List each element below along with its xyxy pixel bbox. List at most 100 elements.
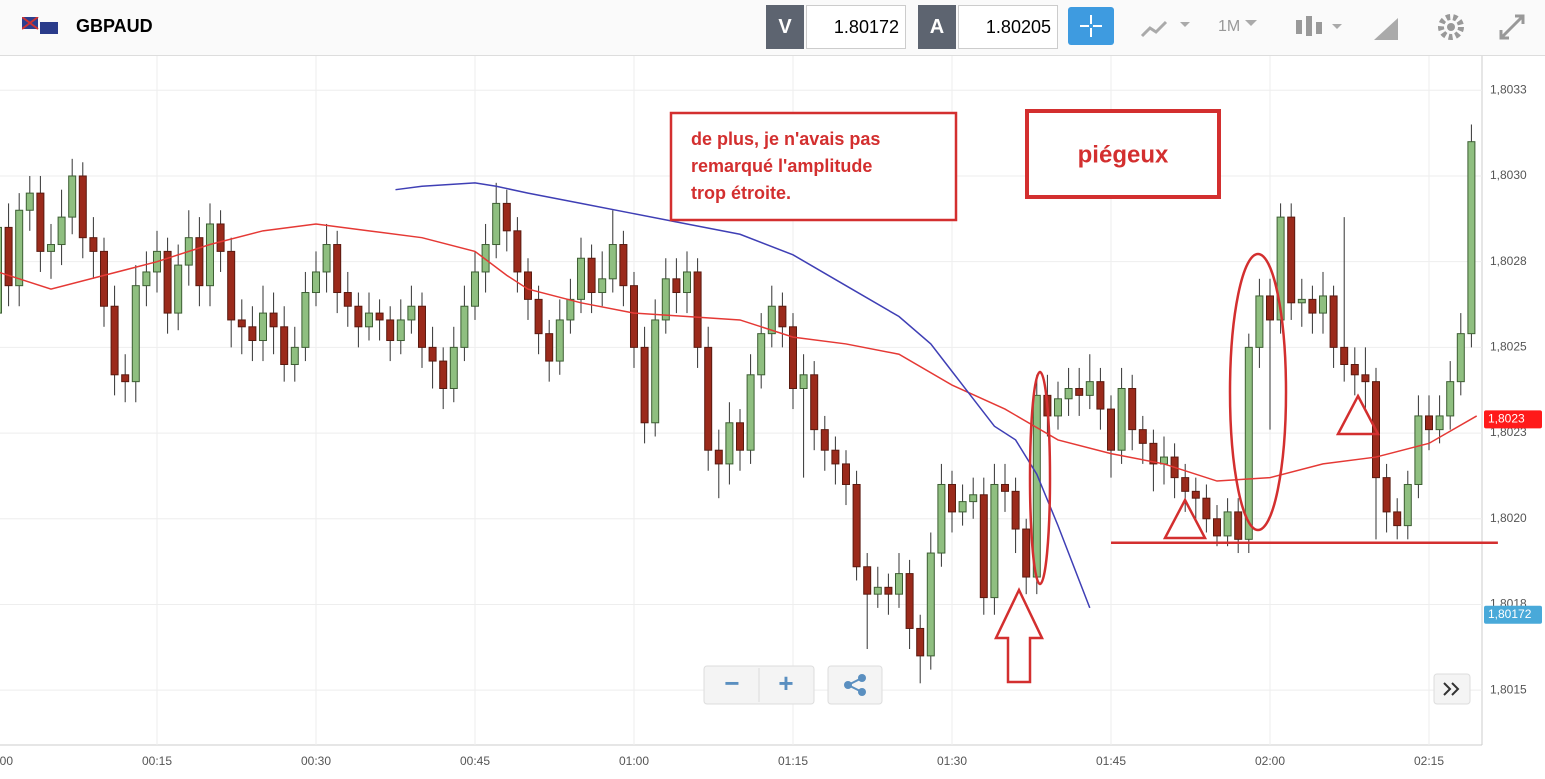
ask-box[interactable]: 1.80205	[958, 5, 1058, 49]
crosshair-button[interactable]	[1068, 7, 1114, 45]
zoom-out-button[interactable]: −	[724, 668, 739, 698]
zoom-in-button[interactable]: +	[778, 668, 793, 698]
share-icon	[858, 688, 866, 696]
candle-body	[682, 271, 691, 294]
tag-box	[1025, 109, 1221, 199]
candle-body	[937, 483, 946, 554]
candle-body	[619, 244, 628, 287]
symbol: GBPAUD	[76, 16, 153, 36]
candle-body	[290, 346, 299, 366]
candle-body	[1106, 408, 1115, 451]
candle-body	[205, 223, 214, 287]
candle-body	[916, 627, 925, 657]
candle-body	[354, 305, 363, 328]
candle-body	[778, 305, 787, 328]
candle-body	[258, 312, 267, 342]
candle-body	[661, 278, 670, 321]
candle-body	[873, 586, 882, 595]
candle-body	[714, 449, 723, 465]
candle-body	[502, 202, 511, 232]
candle-body	[1318, 295, 1327, 314]
candle-body	[89, 237, 98, 252]
candle-body	[0, 226, 2, 314]
candle-body	[4, 226, 13, 287]
candle-body	[364, 312, 373, 328]
y-tick-label: 1,8030	[1490, 168, 1527, 182]
candle-body	[820, 429, 829, 451]
candle-body	[1329, 295, 1338, 348]
candle-body	[810, 374, 819, 431]
candle-body	[1064, 388, 1073, 400]
note-text: trop étroite.	[691, 183, 791, 203]
candle-body	[767, 305, 776, 335]
settings-icon[interactable]	[1436, 12, 1466, 42]
candle-body	[693, 271, 702, 348]
candle-body	[926, 552, 935, 657]
candle-body	[608, 244, 617, 280]
candle-body	[757, 333, 766, 376]
candle-body	[884, 586, 893, 595]
chart-type-icon[interactable]	[1140, 14, 1192, 40]
candle-body	[1202, 497, 1211, 520]
candle-body	[534, 298, 543, 335]
tag-text: piégeux	[1078, 141, 1169, 168]
candle-body	[1297, 298, 1306, 304]
candle-body	[269, 312, 278, 328]
note-text: remarqué l'amplitude	[691, 156, 872, 176]
x-tick-label: 01:45	[1096, 754, 1126, 768]
candle-body	[1234, 511, 1243, 540]
x-tick-label: 00:00	[0, 754, 13, 768]
draw-icon[interactable]	[1372, 14, 1402, 42]
x-tick-label: 00:45	[460, 754, 490, 768]
x-tick-label: 00:15	[142, 754, 172, 768]
candle-body	[523, 271, 532, 300]
candle-body	[725, 422, 734, 465]
candle-body	[1011, 490, 1020, 530]
candle-body	[947, 483, 956, 513]
candle-body	[1350, 364, 1359, 376]
candle-body	[15, 209, 24, 287]
ellipse-drawing	[1028, 370, 1052, 586]
candle-body	[121, 374, 130, 383]
candle-body	[375, 312, 384, 321]
candle-body	[894, 573, 903, 595]
candle-icon[interactable]	[1292, 14, 1346, 42]
note-box	[669, 111, 958, 222]
candle-body	[449, 346, 458, 390]
candle-body	[1435, 415, 1444, 431]
scroll-button[interactable]	[1433, 673, 1471, 705]
candle-body	[492, 202, 501, 246]
expand-icon[interactable]	[1497, 12, 1527, 42]
y-tick-label: 1,8023	[1490, 425, 1527, 439]
candle-body	[1446, 381, 1455, 417]
candle-body	[1287, 216, 1296, 304]
timeframe[interactable]: 1M	[1218, 18, 1241, 35]
candle-body	[905, 573, 914, 629]
toolbar: GBPAUD V 1.80172 A 1.80205 1M	[0, 0, 1545, 56]
candle-body	[990, 483, 999, 599]
price-tag-label: 1,80172	[1488, 607, 1532, 621]
candle-body	[1000, 483, 1009, 492]
candle-body	[1340, 346, 1349, 366]
candle-body	[576, 257, 585, 300]
note-text: de plus, je n'avais pas	[691, 129, 880, 149]
y-tick-label: 1,8020	[1490, 511, 1527, 525]
triangle-drawing	[1335, 393, 1381, 436]
candle-body	[746, 374, 755, 451]
candle-body	[587, 257, 596, 294]
candle-body	[68, 175, 77, 218]
share-button[interactable]	[827, 665, 883, 705]
candle-body	[735, 422, 744, 451]
y-tick-label: 1,8028	[1490, 254, 1527, 268]
candle-body	[704, 346, 713, 451]
y-tick-label: 1,8015	[1490, 682, 1527, 696]
arrow-drawing	[994, 587, 1044, 684]
candle-body	[248, 326, 257, 342]
ask-label: A	[918, 5, 956, 49]
x-tick-label: 01:15	[778, 754, 808, 768]
candle-body	[343, 292, 352, 307]
bid-box[interactable]: 1.80172	[806, 5, 906, 49]
candle-body	[841, 463, 850, 485]
